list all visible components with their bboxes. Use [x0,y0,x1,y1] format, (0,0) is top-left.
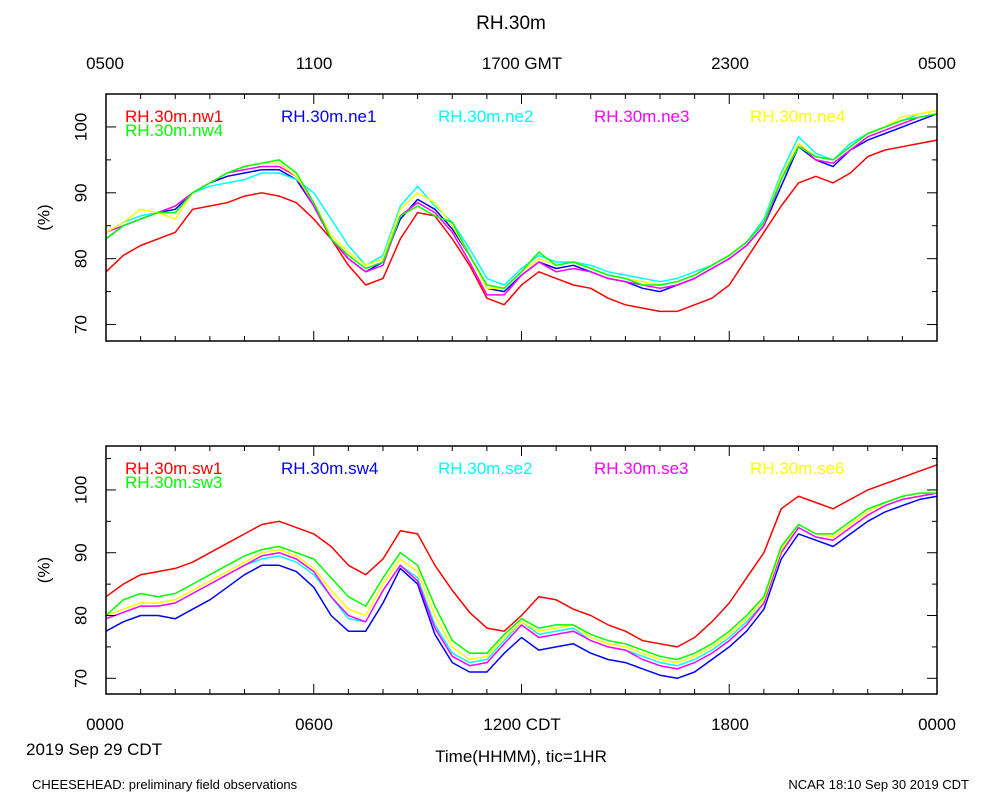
y-tick-label: 90 [72,183,91,202]
y-tick-label: 100 [72,113,91,141]
top-tick-label: 1700 GMT [482,54,562,73]
plot-frame [105,93,938,342]
legend-RH.30m.ne2: RH.30m.ne2 [438,107,533,126]
bottom-axis-tick-labels: 0000 0600 1200 CDT 1800 0000 [86,715,956,734]
y-tick-label: 70 [72,315,91,334]
legend-RH.30m.sw4: RH.30m.sw4 [281,459,378,478]
legend-RH.30m.nw4: RH.30m.nw4 [125,121,223,140]
y-tick-label: 80 [72,606,91,625]
y-tick-label: 100 [72,476,91,504]
y-axis-label: (%) [35,204,54,230]
bottom-tick-label: 0600 [295,715,333,734]
legend-RH.30m.ne1: RH.30m.ne1 [281,107,376,126]
chart-panels: 70 80 90 100 (%) RH.30m.nw1 RH.30m.ne1 RH.30m.n… [35,93,938,695]
series-line-RH.30m.sw4 [105,495,938,680]
legend-RH.30m.ne3: RH.30m.ne3 [594,107,689,126]
top-tick-label: 0500 [918,54,956,73]
top-tick-label: 2300 [711,54,749,73]
legend-RH.30m.nw1: RH.30m.nw1 [125,107,223,126]
y-axis-label: (%) [35,557,54,583]
y-tick-label: 70 [72,669,91,688]
top-tick-label: 1100 [296,54,333,73]
legend-RH.30m.sw1: RH.30m.sw1 [125,459,222,478]
bottom-tick-label: 0000 [918,715,956,734]
y-tick-label: 80 [71,249,90,268]
legend-RH.30m.se3: RH.30m.se3 [594,459,688,478]
series-line-RH.30m.se3 [105,492,938,670]
series-line-RH.30m.nw4 [105,113,938,290]
chart-panel-2: 70 80 90 100 (%) RH.30m.sw1 RH.30m.sw4 RH.30m.s… [35,445,938,695]
x-axis-label: Time(HHMM), tic=1HR [435,747,607,766]
series-line-RH.30m.sw3 [105,492,937,661]
legend-RH.30m.ne4: RH.30m.ne4 [750,107,845,126]
legend-RH.30m.sw3: RH.30m.sw3 [125,473,222,492]
bottom-tick-label: 0000 [86,715,124,734]
footer-left: CHEESEHEAD: preliminary field observatio… [32,777,298,792]
y-tick-label: 90 [72,543,91,562]
top-axis-tick-labels: 0500 1100 1700 GMT 2300 0500 [86,54,956,73]
footer-right: NCAR 18:10 Sep 30 2019 CDT [788,777,969,792]
legend-RH.30m.se6: RH.30m.se6 [750,459,844,478]
chart-title: RH.30m [476,13,546,34]
series-line-RH.30m.ne4 [105,109,938,290]
series-line-RH.30m.ne1 [105,113,938,293]
bottom-tick-label: 1200 CDT [483,715,560,734]
chart-panel-1: 70 80 90 100 (%) RH.30m.nw1 RH.30m.ne1 RH.30m.n… [35,93,938,342]
series-line-RH.30m.se2 [105,492,938,667]
top-tick-label: 0500 [86,54,124,73]
bottom-tick-label: 1800 [711,715,749,734]
series-line-RH.30m.nw1 [105,139,938,313]
series-line-RH.30m.ne2 [105,109,938,286]
legend-RH.30m.se2: RH.30m.se2 [438,459,532,478]
series-line-RH.30m.sw1 [105,464,938,648]
date-label: 2019 Sep 29 CDT [26,740,162,759]
